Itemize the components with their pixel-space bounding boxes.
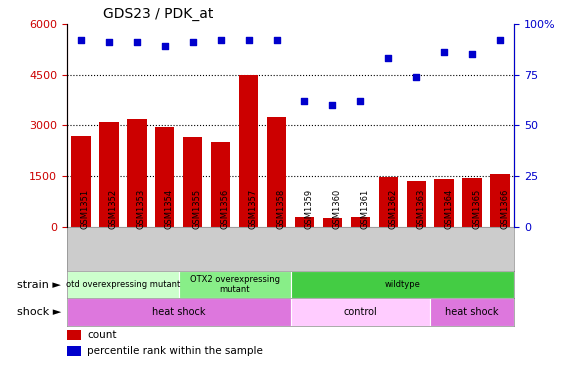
Text: GSM1360: GSM1360: [332, 189, 342, 229]
Point: [412, 74, 421, 79]
Point: [244, 37, 253, 43]
Text: count: count: [87, 330, 117, 340]
Bar: [67, 298, 290, 326]
Bar: [67, 330, 81, 340]
Bar: [211, 142, 231, 227]
Bar: [179, 271, 290, 298]
Text: GSM1363: GSM1363: [417, 189, 425, 229]
Text: heat shock: heat shock: [152, 307, 206, 317]
Bar: [490, 175, 510, 227]
Bar: [183, 137, 202, 227]
Text: shock ►: shock ►: [17, 307, 61, 317]
Point: [496, 37, 505, 43]
Point: [160, 43, 169, 49]
Text: GSM1351: GSM1351: [81, 189, 90, 229]
Bar: [350, 217, 370, 227]
Text: GSM1358: GSM1358: [277, 189, 285, 229]
Text: GSM1353: GSM1353: [137, 189, 146, 229]
Text: wildtype: wildtype: [385, 280, 420, 289]
Bar: [322, 218, 342, 227]
Text: GDS23 / PDK_at: GDS23 / PDK_at: [103, 7, 213, 21]
Text: OTX2 overexpressing
mutant: OTX2 overexpressing mutant: [189, 275, 279, 294]
Bar: [435, 179, 454, 227]
Text: GSM1362: GSM1362: [388, 189, 397, 229]
Bar: [462, 178, 482, 227]
Bar: [290, 298, 431, 326]
Point: [440, 49, 449, 55]
Bar: [295, 217, 314, 227]
Bar: [290, 271, 514, 298]
Text: control: control: [343, 307, 377, 317]
Text: GSM1352: GSM1352: [109, 189, 118, 229]
Text: GSM1364: GSM1364: [444, 189, 453, 229]
Point: [76, 37, 85, 43]
Text: GSM1359: GSM1359: [304, 189, 314, 229]
Point: [272, 37, 281, 43]
Point: [356, 98, 365, 104]
Text: otd overexpressing mutant: otd overexpressing mutant: [66, 280, 180, 289]
Text: heat shock: heat shock: [446, 307, 499, 317]
Bar: [99, 122, 119, 227]
Point: [132, 39, 141, 45]
Point: [104, 39, 113, 45]
Text: GSM1354: GSM1354: [164, 189, 174, 229]
Bar: [67, 271, 179, 298]
Bar: [127, 119, 146, 227]
Point: [468, 51, 477, 57]
Bar: [431, 298, 514, 326]
Point: [188, 39, 198, 45]
Point: [216, 37, 225, 43]
Text: GSM1356: GSM1356: [221, 189, 229, 229]
Bar: [379, 177, 398, 227]
Bar: [155, 127, 174, 227]
Point: [328, 102, 337, 108]
Text: GSM1355: GSM1355: [193, 189, 202, 229]
Bar: [71, 135, 91, 227]
Text: percentile rank within the sample: percentile rank within the sample: [87, 346, 263, 356]
Bar: [407, 181, 426, 227]
Text: strain ►: strain ►: [17, 280, 61, 290]
Bar: [267, 117, 286, 227]
Text: GSM1357: GSM1357: [249, 189, 257, 229]
Text: GSM1365: GSM1365: [472, 189, 481, 229]
Text: GSM1366: GSM1366: [500, 189, 509, 229]
Bar: [67, 346, 81, 356]
Text: GSM1361: GSM1361: [360, 189, 370, 229]
Bar: [239, 75, 259, 227]
Point: [383, 55, 393, 61]
Point: [300, 98, 309, 104]
